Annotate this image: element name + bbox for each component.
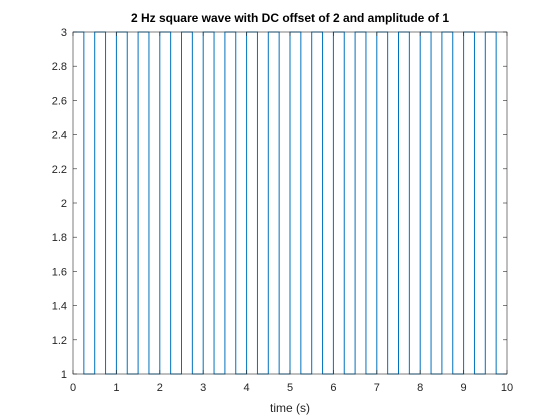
y-axis-ticks: 1 1.2 1.4 1.6 1.8 2 2.2 2.4 2.6 2.8 3 <box>52 27 507 381</box>
y-tick-label: 1.4 <box>52 301 67 313</box>
y-tick-label: 1.2 <box>52 335 67 347</box>
y-tick-label: 2.4 <box>52 130 67 142</box>
x-axis-label: time (s) <box>270 401 310 415</box>
x-tick-label: 10 <box>501 382 513 394</box>
y-tick-label: 2.6 <box>52 95 67 107</box>
x-tick-label: 6 <box>330 382 336 394</box>
y-tick-label: 2.2 <box>52 164 67 176</box>
x-axis-ticks: 0 1 2 3 4 5 6 7 8 9 10 <box>70 32 513 394</box>
y-tick-label: 3 <box>61 27 67 39</box>
y-tick-label: 1.6 <box>52 266 67 278</box>
x-tick-label: 4 <box>244 382 250 394</box>
x-tick-label: 5 <box>287 382 293 394</box>
x-tick-label: 8 <box>417 382 423 394</box>
series-line-0 <box>73 31 507 375</box>
x-tick-label: 1 <box>113 382 119 394</box>
x-tick-label: 7 <box>374 382 380 394</box>
y-tick-label: 2.8 <box>52 61 67 73</box>
series-layer <box>73 31 507 375</box>
chart-title: 2 Hz square wave with DC offset of 2 and… <box>131 11 449 25</box>
x-tick-label: 9 <box>461 382 467 394</box>
x-tick-label: 0 <box>70 382 76 394</box>
x-tick-label: 3 <box>200 382 206 394</box>
y-tick-label: 2 <box>61 198 67 210</box>
x-tick-label: 2 <box>157 382 163 394</box>
y-tick-label: 1.8 <box>52 232 67 244</box>
y-tick-label: 1 <box>61 369 67 381</box>
